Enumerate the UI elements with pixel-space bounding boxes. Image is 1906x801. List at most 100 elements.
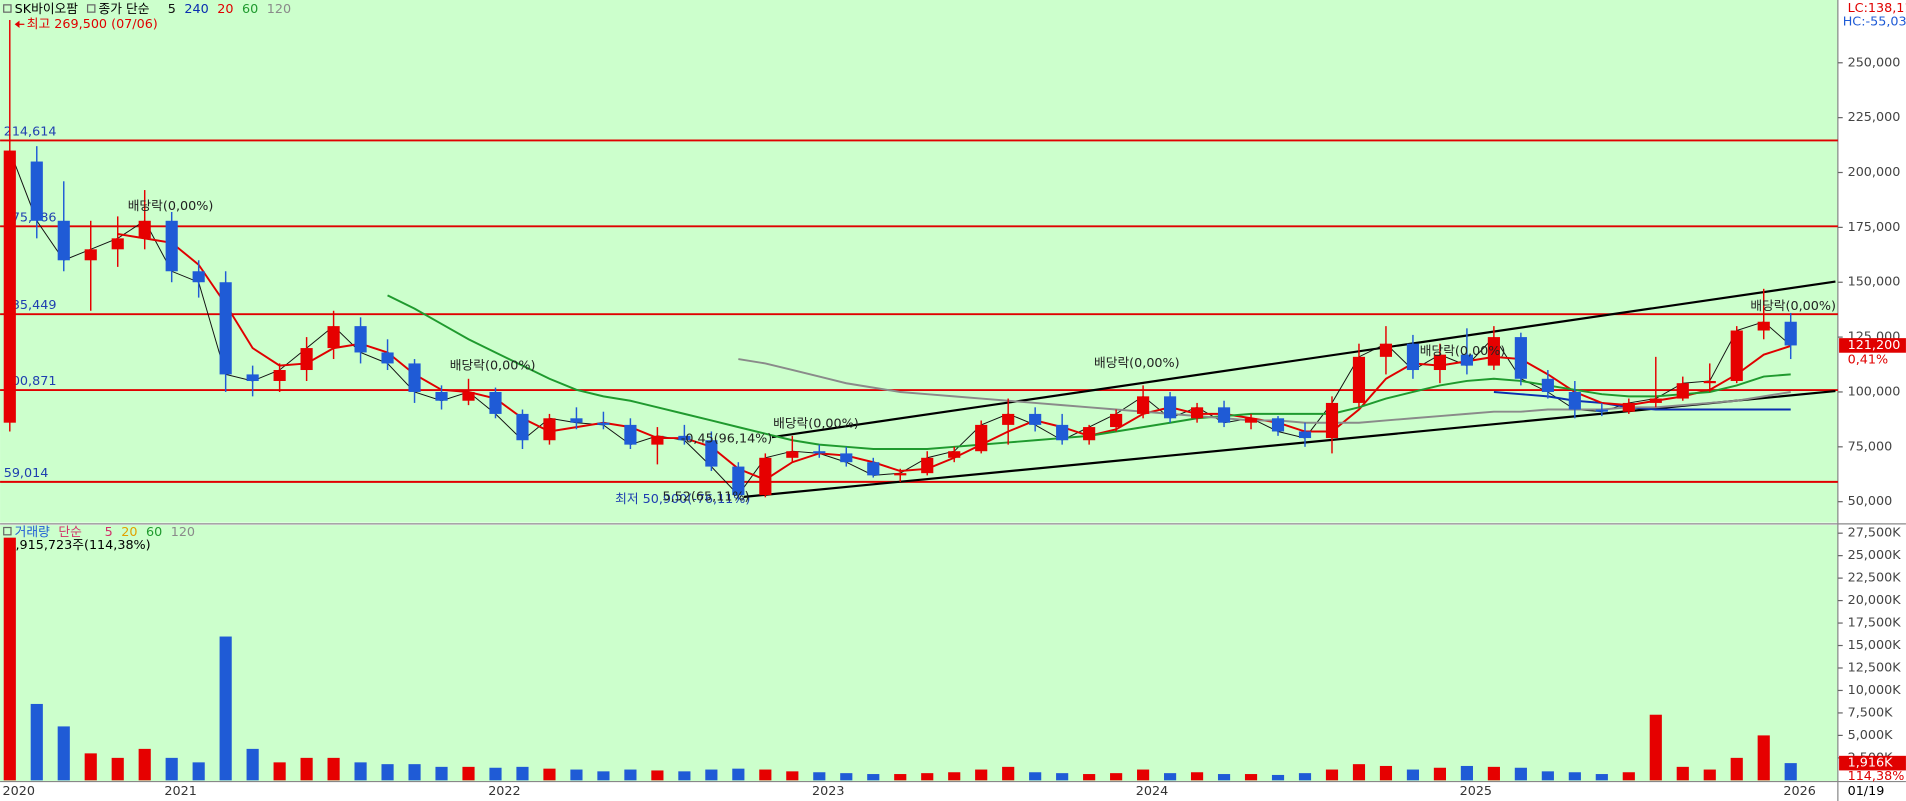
candle-body — [57, 220, 70, 261]
last-price-box — [1839, 338, 1906, 353]
candle-body — [489, 391, 502, 414]
candle-body — [543, 418, 556, 441]
candle-body — [1164, 396, 1177, 419]
candle-body — [651, 435, 664, 445]
volume-bar — [867, 774, 880, 781]
candle-body — [138, 220, 151, 239]
candle-body — [408, 363, 421, 392]
chart-title: SK바이오팜 — [15, 2, 79, 17]
volume-bar — [30, 703, 43, 781]
candle-body — [1541, 378, 1554, 392]
candle-body — [921, 457, 934, 474]
candle-body — [975, 424, 988, 452]
volume-bar — [84, 753, 97, 781]
volume-bar — [435, 766, 448, 781]
y-tick-label: 100,000 — [1848, 384, 1901, 399]
volume-bar — [1568, 772, 1581, 781]
y-tick-label: 75,000 — [1848, 439, 1893, 454]
level-label: 175,486 — [4, 210, 57, 225]
volume-bar — [1487, 766, 1500, 781]
volume-bar — [597, 771, 610, 781]
volume-ma-label: 단순 — [58, 525, 82, 540]
candle-body — [1568, 391, 1581, 410]
y-tick-label: 250,000 — [1848, 55, 1901, 70]
candle-body — [1002, 413, 1015, 425]
hc-label: HC:-55,03 — [1843, 14, 1906, 29]
candle-body — [1595, 409, 1608, 412]
y-tick-label: 10,000K — [1848, 683, 1902, 698]
candle-body — [1029, 413, 1042, 425]
volume-bar — [1029, 772, 1042, 781]
candle-body — [84, 249, 97, 261]
volume-bar — [165, 757, 178, 781]
candle-body — [1083, 427, 1096, 441]
candle-body — [1244, 418, 1258, 423]
volume-bar — [462, 766, 475, 781]
volume-bar — [138, 748, 151, 781]
volume-bar — [921, 773, 934, 781]
volume-bar — [1406, 769, 1420, 781]
last-volume-label: 1,916K — [1848, 756, 1894, 771]
right-axis — [1837, 0, 1906, 801]
volume-bar — [1622, 772, 1635, 781]
candle-body — [1460, 354, 1473, 366]
candle-body — [1676, 383, 1689, 399]
volume-bar — [732, 768, 745, 781]
y-tick-label: 17,500K — [1848, 616, 1902, 631]
volume-bar — [1325, 769, 1339, 781]
volume-bar — [408, 764, 421, 781]
volume-bar — [1514, 767, 1527, 781]
volume-bar — [705, 769, 718, 781]
level-label: 214,614 — [4, 124, 57, 139]
candle-body — [1325, 402, 1339, 439]
annotation: -0,45(96,14%) — [681, 431, 773, 446]
x-tick-label: 2021 — [164, 784, 196, 799]
candle-body — [1622, 402, 1635, 412]
volume-bar — [1649, 714, 1662, 781]
candle-body — [1406, 343, 1420, 371]
candle-body — [1379, 343, 1393, 357]
annotation: 배당락(0,00%) — [773, 417, 859, 432]
candle-body — [1056, 424, 1069, 441]
volume-info: 1,915,723주(114,38%) — [7, 538, 150, 553]
volume-bar — [354, 762, 367, 781]
candle-body — [462, 391, 475, 401]
icon — [3, 526, 12, 536]
candle-body — [1757, 321, 1770, 331]
volume-bar — [1352, 764, 1366, 781]
candle-body — [813, 451, 826, 454]
candle-body — [1649, 398, 1662, 403]
volume-bar — [1595, 774, 1608, 781]
x-tick-label: 2023 — [812, 784, 844, 799]
candle-body — [570, 418, 583, 423]
candle-body — [867, 462, 880, 476]
volume-bar — [1298, 773, 1312, 781]
candle-body — [30, 161, 43, 221]
candle-body — [705, 440, 718, 467]
candle-body — [354, 326, 367, 353]
volume-bar — [1002, 766, 1015, 781]
candle-body — [1514, 337, 1527, 379]
volume-bar — [246, 748, 259, 781]
volume-bar — [1703, 769, 1716, 781]
annotation: 5,52(65,11%) — [663, 490, 750, 505]
ma-label: 종가 단순 — [99, 2, 150, 17]
candle-body — [1487, 337, 1500, 366]
volume-bar — [1244, 774, 1258, 781]
high-arrow — [14, 20, 20, 28]
level-label: 59,014 — [4, 466, 49, 481]
y-tick-label: 225,000 — [1848, 110, 1901, 125]
candle-body — [192, 271, 205, 283]
volume-bar — [1730, 757, 1743, 781]
y-tick-label: 22,500K — [1848, 571, 1902, 586]
candle-body — [948, 451, 961, 458]
candle-body — [1298, 431, 1312, 439]
last-price-change: 0,41% — [1848, 353, 1889, 368]
volume-bar — [1676, 766, 1689, 781]
candle-body — [246, 374, 259, 381]
candle-body — [3, 150, 16, 423]
candle-body — [678, 435, 691, 441]
candle-body — [516, 413, 529, 441]
volume-bar — [516, 766, 529, 781]
candle-body — [165, 220, 178, 272]
